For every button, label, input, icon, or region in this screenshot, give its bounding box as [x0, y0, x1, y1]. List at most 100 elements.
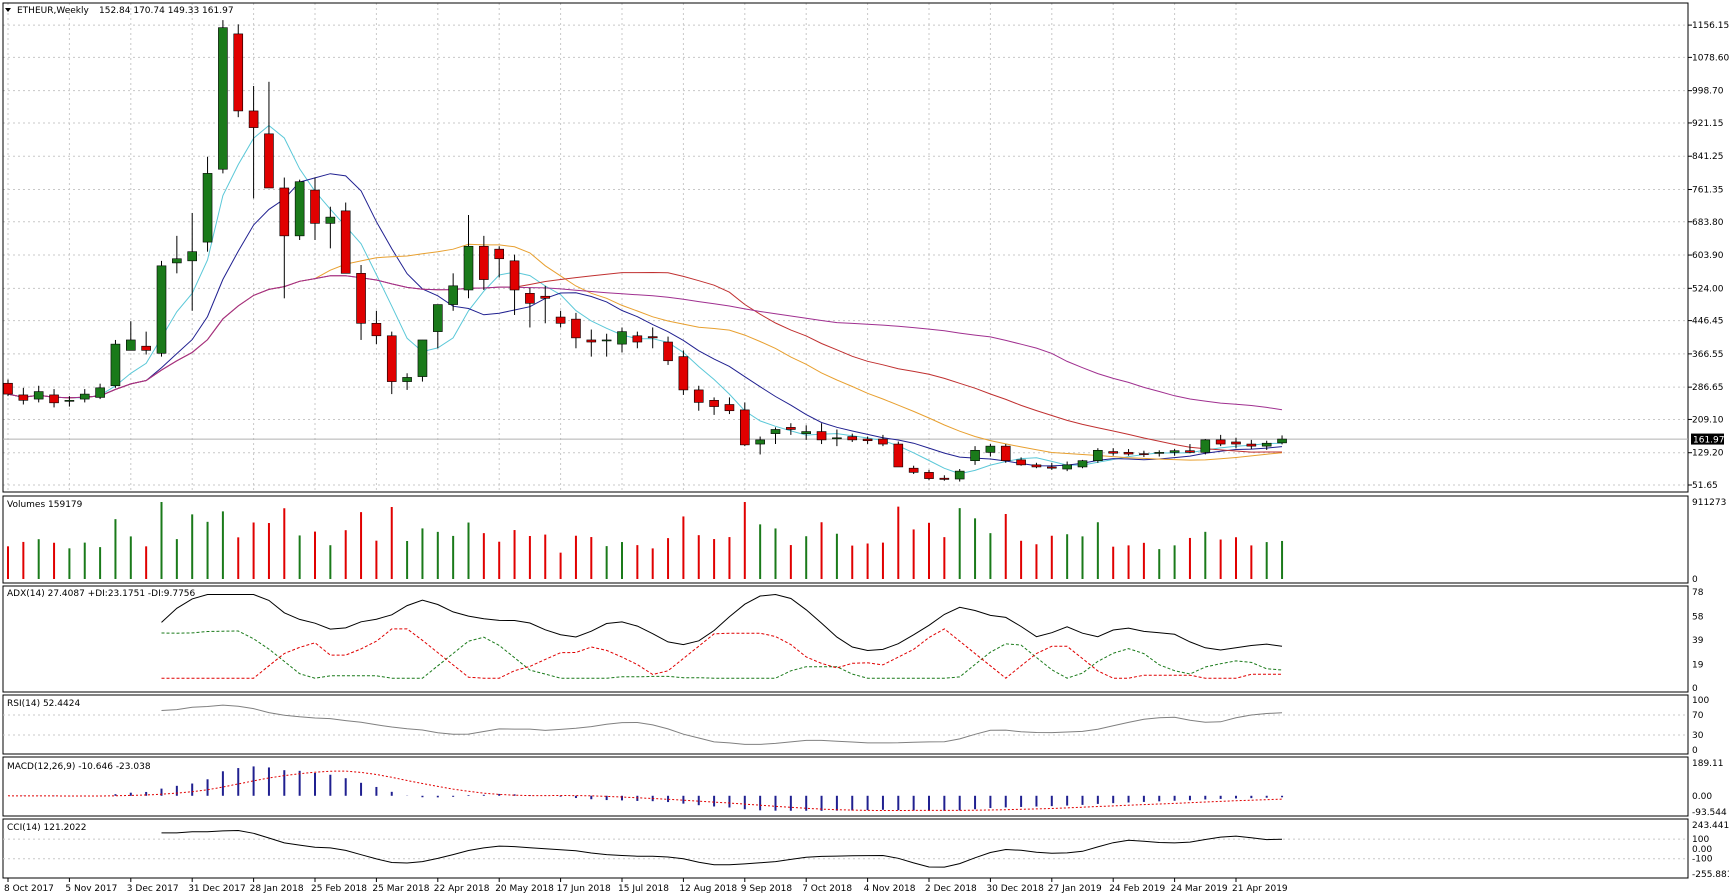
dropdown-triangle-icon[interactable]	[5, 8, 11, 12]
candle[interactable]	[218, 20, 228, 174]
candle[interactable]	[479, 235, 489, 290]
candle[interactable]	[1031, 462, 1042, 469]
candle[interactable]	[448, 273, 458, 311]
candle[interactable]	[279, 177, 290, 299]
candle[interactable]	[893, 441, 904, 468]
candle[interactable]	[432, 304, 443, 349]
candle[interactable]	[126, 321, 136, 351]
candle[interactable]	[862, 436, 873, 445]
candle[interactable]	[878, 434, 888, 447]
candle[interactable]	[693, 385, 704, 411]
candle[interactable]	[755, 436, 765, 455]
candle[interactable]	[110, 339, 121, 388]
candle[interactable]	[571, 312, 581, 349]
candle[interactable]	[617, 327, 627, 353]
candle[interactable]	[970, 446, 980, 465]
candle[interactable]	[1077, 459, 1088, 469]
candle[interactable]	[1000, 444, 1011, 463]
candle[interactable]	[1093, 448, 1103, 463]
candle[interactable]	[770, 427, 781, 445]
candle[interactable]	[1062, 461, 1072, 472]
candle[interactable]	[1277, 435, 1287, 445]
candle[interactable]	[801, 425, 812, 440]
candle[interactable]	[1016, 457, 1026, 466]
macd-tick-label: 189.11	[1692, 759, 1724, 769]
candle[interactable]	[632, 331, 643, 349]
candle[interactable]	[509, 254, 520, 315]
candle[interactable]	[294, 179, 305, 241]
cci-panel[interactable]	[3, 829, 1688, 868]
candle[interactable]	[233, 24, 244, 118]
candle[interactable]	[1154, 450, 1165, 457]
candle[interactable]	[172, 235, 182, 274]
candle[interactable]	[356, 264, 366, 340]
candle[interactable]	[310, 177, 320, 241]
candle[interactable]	[417, 339, 428, 382]
candle[interactable]	[1169, 449, 1180, 456]
candle[interactable]	[325, 206, 336, 249]
candle[interactable]	[739, 402, 750, 447]
candle[interactable]	[786, 423, 796, 435]
candle[interactable]	[1215, 434, 1226, 447]
candle[interactable]	[1200, 439, 1211, 455]
candle-body-bear	[632, 335, 643, 343]
adx-panel[interactable]	[161, 593, 1283, 679]
candle[interactable]	[847, 433, 858, 442]
candle[interactable]	[1139, 450, 1149, 457]
macd-panel[interactable]	[7, 766, 1284, 811]
candle[interactable]	[663, 336, 673, 365]
candle[interactable]	[555, 310, 566, 328]
candle[interactable]	[832, 429, 842, 447]
candle[interactable]	[3, 379, 13, 397]
candle[interactable]	[1123, 449, 1134, 456]
candle[interactable]	[954, 469, 965, 482]
candle[interactable]	[156, 260, 167, 357]
candle[interactable]	[141, 331, 151, 355]
candle[interactable]	[525, 287, 535, 328]
candle[interactable]	[601, 333, 612, 357]
candle[interactable]	[540, 285, 551, 324]
candle[interactable]	[1261, 440, 1272, 450]
candle[interactable]	[64, 396, 75, 407]
candle[interactable]	[908, 465, 919, 475]
candle[interactable]	[709, 397, 719, 415]
candle[interactable]	[586, 329, 597, 357]
candle[interactable]	[18, 387, 29, 405]
candle[interactable]	[264, 81, 274, 189]
candle-body-bear	[939, 477, 950, 480]
candle[interactable]	[402, 373, 412, 390]
candle[interactable]	[95, 383, 105, 400]
candle[interactable]	[340, 202, 351, 274]
price-tick-label: 446.45	[1692, 317, 1724, 327]
candle[interactable]	[816, 423, 827, 445]
candle[interactable]	[1108, 448, 1118, 456]
rsi-panel[interactable]	[3, 704, 1688, 745]
candle[interactable]	[678, 350, 689, 395]
price-panel[interactable]	[3, 20, 1688, 482]
candle[interactable]	[494, 246, 505, 278]
candle-body-bull	[1277, 438, 1287, 444]
candle[interactable]	[386, 331, 397, 395]
candle-body-bear	[924, 472, 934, 479]
candle[interactable]	[33, 385, 44, 403]
candle[interactable]	[1231, 437, 1241, 449]
candle[interactable]	[724, 397, 735, 415]
candle[interactable]	[1246, 439, 1257, 450]
candle[interactable]	[939, 475, 950, 481]
candle[interactable]	[371, 310, 382, 345]
candle[interactable]	[1185, 444, 1195, 454]
candle[interactable]	[248, 85, 259, 199]
candle[interactable]	[187, 212, 197, 311]
candle[interactable]	[49, 389, 59, 408]
panel-frame-cci	[2, 818, 1689, 879]
candle[interactable]	[985, 444, 996, 457]
volume-panel[interactable]	[7, 502, 1284, 579]
candle[interactable]	[79, 389, 90, 403]
candle[interactable]	[463, 215, 474, 299]
candle[interactable]	[924, 469, 934, 481]
candle[interactable]	[1047, 462, 1057, 470]
candle[interactable]	[202, 156, 213, 252]
candle-body-bear	[663, 341, 673, 362]
candle[interactable]	[647, 327, 658, 349]
